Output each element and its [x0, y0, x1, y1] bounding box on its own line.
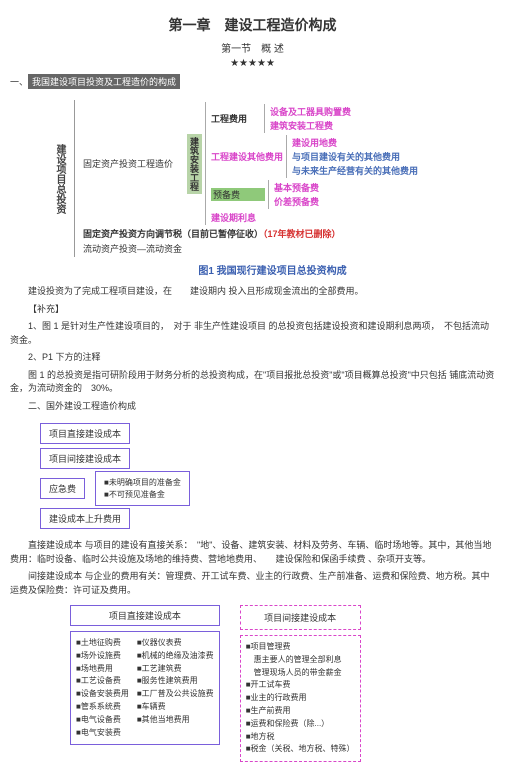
d2-box1: 项目直接建设成本 [40, 423, 130, 444]
d3-item: ■开工试车费 [246, 679, 355, 692]
d3-item: ■运费和保险费（除...） [246, 718, 355, 731]
d2-box2: 项目间接建设成本 [40, 448, 130, 469]
d3-item: ■管系系统费 [76, 701, 129, 714]
chapter-title: 第一章 建设工程造价构成 [10, 15, 495, 35]
text-p4: 图 1 的总投资是指可研阶段用于财务分析的总投资构成，在"项目报批总投资"或"项… [10, 369, 495, 396]
text-p1: 建设投资为了完成工程项目建设，在 建设期内 投入且形成现金流出的全部费用。 [10, 285, 495, 299]
d3-item: ■机械的绝缘及油漆费 [137, 650, 214, 663]
d3-col2: ■仪器仪表费■机械的绝缘及油漆费■工艺建筑费■服务性建筑费用■工厂普及公共设施费… [137, 637, 214, 739]
text-p2: 1、图 1 是针对生产性建设项目的， 对于 非生产性建设项目 的总投资包括建设投… [10, 320, 495, 347]
d3-col3: ■项目管理费 惠主要人的管理全部利息 管理现场人员的带金薪金■开工试车费■业主的… [246, 641, 355, 756]
d3-h1: 项目直接建设成本 [70, 605, 220, 626]
text-p3: 2、P1 下方的注释 [10, 351, 495, 365]
d3-right: 项目间接建设成本 ■项目管理费 惠主要人的管理全部利息 管理现场人员的带金薪金■… [240, 605, 361, 762]
d3-item: ■服务性建筑费用 [137, 675, 214, 688]
d3-item: ■土地征购费 [76, 637, 129, 650]
text2-p1: 直接建设成本 与项目的建设有直接关系： "地"、设备、建筑安装、材料及劳务、车辆… [10, 539, 495, 566]
rating-stars: ★★★★★ [10, 58, 495, 69]
d2-box3: 应急费 [40, 478, 85, 499]
diagram-1: 建设项目总投资 固定资产投资 工程造价 建筑安装工程 工程费用设备及工器具购置费… [50, 100, 495, 277]
text-note: 【补充】 [10, 303, 495, 317]
d3-item: 管理现场人员的带金薪金 [246, 667, 355, 680]
d3-item: ■工艺建筑费 [137, 663, 214, 676]
d3-item: ■场地费用 [76, 663, 129, 676]
diagram-2: 项目直接建设成本 项目间接建设成本 应急费 ■未明确项目的准备金■不可预见准备金… [40, 421, 495, 531]
section-1-label: 我国建设项目投资及工程造价的构成 [28, 74, 180, 89]
d3-h2: 项目间接建设成本 [240, 605, 361, 630]
d3-item: ■电气安装费 [76, 727, 129, 740]
d3-item: ■工厂普及公共设施费 [137, 688, 214, 701]
text2-p2: 间接建设成本 与企业的费用有关：管理费、开工试车费、业主的行政费、生产前准备、运… [10, 570, 495, 597]
d3-item: ■生产前费用 [246, 705, 355, 718]
section-2-header: 二、国外建设工程造价构成 [10, 400, 495, 414]
d3-item: ■业主的行政费用 [246, 692, 355, 705]
section-1-header: 一、我国建设项目投资及工程造价的构成 [10, 71, 495, 92]
d3-item: ■地方税 [246, 731, 355, 744]
d1-root: 建设项目总投资 [50, 129, 69, 229]
diagram-3: 项目直接建设成本 ■土地征购费■场外设施费■场地费用■工艺设备费■设备安装费用■… [70, 605, 495, 762]
d1-caption: 图1 我国现行建设项目总投资构成 [50, 262, 495, 277]
d2-box4: 建设成本上升费用 [40, 508, 130, 529]
d3-item: ■工艺设备费 [76, 675, 129, 688]
section-title: 第一节 概 述 [10, 40, 495, 55]
d3-item: ■税金（关税、地方税、特殊） [246, 743, 355, 756]
d3-item: ■项目管理费 [246, 641, 355, 654]
d3-item: ■其他当地费用 [137, 714, 214, 727]
d3-item: 惠主要人的管理全部利息 [246, 654, 355, 667]
d3-item: ■仪器仪表费 [137, 637, 214, 650]
d3-item: ■设备安装费用 [76, 688, 129, 701]
d3-item: ■场外设施费 [76, 650, 129, 663]
d2-box3-items: ■未明确项目的准备金■不可预见准备金 [95, 471, 190, 506]
d3-item: ■电气设备费 [76, 714, 129, 727]
d3-col1: ■土地征购费■场外设施费■场地费用■工艺设备费■设备安装费用■管系系统费■电气设… [76, 637, 129, 739]
d3-left: 项目直接建设成本 ■土地征购费■场外设施费■场地费用■工艺设备费■设备安装费用■… [70, 605, 220, 745]
d3-item: ■车辆费 [137, 701, 214, 714]
